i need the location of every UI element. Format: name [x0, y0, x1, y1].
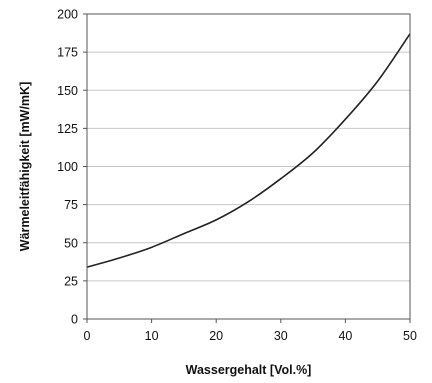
y-tick-label: 200 — [57, 8, 78, 22]
y-tick-label: 75 — [64, 198, 78, 212]
y-tick-label: 0 — [71, 313, 78, 327]
y-tick-label: 25 — [64, 274, 78, 288]
y-tick-label: 125 — [57, 122, 78, 136]
x-tick-label: 0 — [84, 329, 91, 343]
y-tick-label: 150 — [57, 84, 78, 98]
series-group — [86, 33, 411, 268]
y-axis-title: Wärmeleitfähigkeit [mW/mK] — [18, 82, 32, 251]
grid-lines — [87, 51, 410, 282]
x-tick-label: 10 — [145, 329, 159, 343]
series-line — [86, 33, 411, 268]
y-tick-label: 175 — [57, 46, 78, 60]
x-tick-label: 40 — [338, 329, 352, 343]
x-tick-label: 20 — [209, 329, 223, 343]
y-tick-label: 50 — [64, 236, 78, 250]
x-axis: 0 10 20 30 40 50 — [84, 319, 417, 343]
x-tick-label: 50 — [403, 329, 417, 343]
y-axis: 0 25 50 75 100 125 150 175 200 — [57, 8, 87, 327]
y-tick-label: 100 — [57, 160, 78, 174]
x-axis-title: Wassergehalt [Vol.%] — [186, 363, 312, 377]
x-tick-label: 30 — [274, 329, 288, 343]
